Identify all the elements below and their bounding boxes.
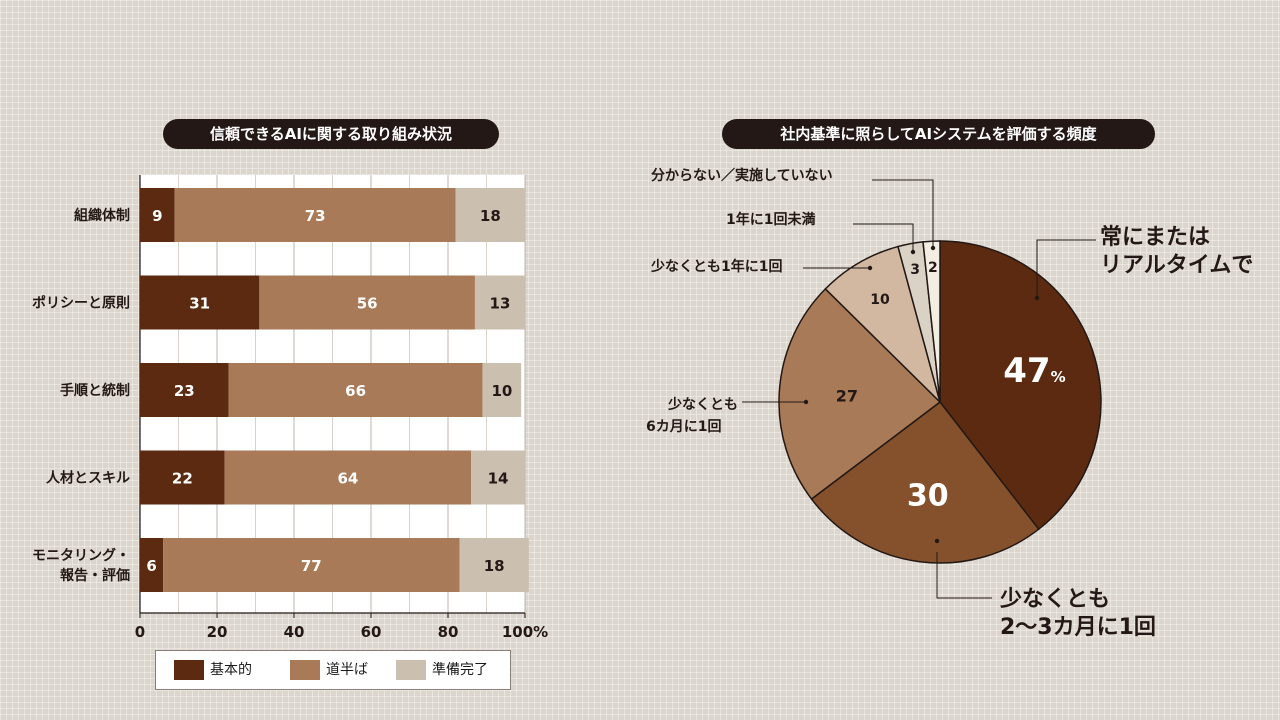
pie-slice xyxy=(778,287,942,501)
pie-slice xyxy=(922,240,941,403)
bar-value-label: 13 xyxy=(490,295,511,313)
leader-dot xyxy=(934,538,940,544)
legend-label-ready: 準備完了 xyxy=(432,662,488,678)
bar-value-label: 31 xyxy=(189,295,210,313)
bar-value-label: 56 xyxy=(357,295,378,313)
pie-label-yearly: 少なくとも1年に1回 xyxy=(651,259,783,275)
bar-value-label: 9 xyxy=(152,207,162,225)
bar-value-label: 23 xyxy=(174,382,195,400)
bar-chart-title: 信頼できるAIに関する取り組み状況 xyxy=(163,119,499,149)
bar-segment xyxy=(259,275,475,330)
bar-value-label: 18 xyxy=(484,557,505,575)
legend-label-basic: 基本的 xyxy=(210,662,252,678)
bar-segment xyxy=(228,363,483,417)
bar-value-label: 22 xyxy=(172,470,193,488)
pie-unit-label: % xyxy=(1051,368,1066,386)
category-label: ポリシーと原則 xyxy=(32,295,130,312)
leader-line xyxy=(872,179,934,248)
bar-segment xyxy=(224,450,472,505)
x-tick-label: 100% xyxy=(502,623,548,641)
bar-segment xyxy=(140,188,175,242)
legend-label-halfway: 道半ば xyxy=(326,662,368,678)
bar-value-label: 14 xyxy=(488,470,509,488)
pie-slice xyxy=(824,245,942,405)
leader-line xyxy=(936,552,992,599)
x-tick-label: 80 xyxy=(438,623,459,641)
leader-dot xyxy=(1034,295,1040,301)
bar-segment xyxy=(471,450,525,505)
bar-segment xyxy=(140,450,225,505)
bar-segment xyxy=(163,538,460,592)
pie-label-6months-line2: 6カ月に1回 xyxy=(646,419,722,435)
pie-value-label: 2 xyxy=(928,260,938,276)
bar-segment xyxy=(140,538,164,592)
category-label: 手順と統制 xyxy=(60,382,130,399)
pie-label-6months-line1: 少なくとも xyxy=(668,397,738,413)
leader-dot xyxy=(910,249,916,255)
bar-chart-legend: 基本的 道半ば 準備完了 xyxy=(155,650,511,690)
bar-segment xyxy=(140,363,229,417)
pie-value-label: 27 xyxy=(836,387,858,406)
pie-label-2-3months-line2: 2～3カ月に1回 xyxy=(1000,615,1156,640)
x-tick-label: 60 xyxy=(361,623,382,641)
bar-segment xyxy=(474,275,525,330)
pie-value-label: 10 xyxy=(870,292,890,308)
x-tick-label: 0 xyxy=(135,623,145,641)
x-tick-label: 40 xyxy=(284,623,305,641)
bar-segment xyxy=(482,363,522,417)
bar-segment xyxy=(455,188,525,242)
pie-value-label: 30 xyxy=(907,478,949,513)
bar-value-label: 77 xyxy=(301,557,322,575)
x-tick-label: 20 xyxy=(207,623,228,641)
pie-label-2-3months-line1: 少なくとも xyxy=(1000,587,1111,612)
legend-swatch-halfway xyxy=(290,660,320,680)
leader-dot xyxy=(803,399,809,405)
legend-swatch-basic xyxy=(174,660,204,680)
bar-segment xyxy=(459,538,529,592)
bar-value-label: 64 xyxy=(337,470,358,488)
pie-value-label: 3 xyxy=(910,262,920,278)
bar-value-label: 6 xyxy=(146,557,156,575)
category-label: モニタリング・ xyxy=(32,547,130,564)
category-label: 組織体制 xyxy=(74,207,130,224)
pie-label-always-line1: 常にまたは xyxy=(1100,225,1211,250)
bar-segment xyxy=(174,188,456,242)
legend-swatch-ready xyxy=(396,660,426,680)
pie-chart-title: 社内基準に照らしてAIシステムを評価する頻度 xyxy=(722,119,1155,149)
bar-value-label: 73 xyxy=(305,207,326,225)
bar-segment xyxy=(140,275,260,330)
leader-dot xyxy=(930,245,936,251)
category-label: 報告・評価 xyxy=(60,567,130,584)
leader-line xyxy=(853,223,914,252)
pie-label-unknown: 分からない／実施していない xyxy=(651,168,833,184)
pie-slice xyxy=(939,240,1102,531)
pie-slice xyxy=(810,400,1040,564)
bar-value-label: 18 xyxy=(480,207,501,225)
category-label: 人材とスキル xyxy=(46,470,130,487)
bar-value-label: 66 xyxy=(345,382,366,400)
pie-label-less-than-yearly: 1年に1回未満 xyxy=(726,212,816,228)
pie-label-always-line2: リアルタイムで xyxy=(1100,253,1254,278)
leader-dot xyxy=(867,265,873,271)
leader-line xyxy=(1036,239,1096,298)
bar-value-label: 10 xyxy=(491,382,512,400)
